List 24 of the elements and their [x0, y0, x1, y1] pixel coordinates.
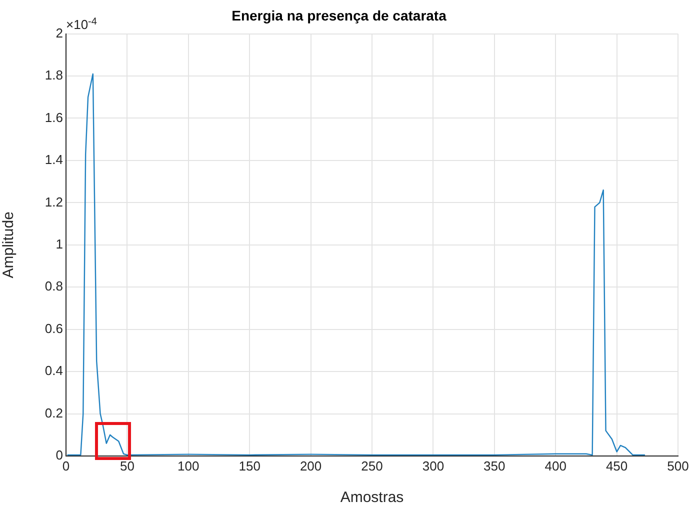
- x-tick-label: 400: [544, 458, 566, 474]
- x-tick-label: 100: [178, 458, 200, 474]
- y-tick-label: 2: [56, 25, 63, 40]
- x-tick-label: 450: [606, 458, 628, 474]
- y-tick-label: 1.4: [44, 152, 63, 168]
- y-tick-label: 0.8: [44, 278, 63, 294]
- chart-title: Energia na presença de catarata: [232, 7, 447, 24]
- y-tick-label: 1.6: [44, 110, 63, 125]
- y-tick-label: 0: [56, 448, 63, 463]
- x-tick-label: 200: [300, 458, 322, 474]
- y-tick-label: 1: [56, 236, 63, 252]
- y-axis-title: Amplitude: [0, 212, 18, 278]
- x-tick-label: 500: [667, 458, 689, 474]
- y-tick-label: 0.6: [44, 320, 63, 336]
- x-tick-label: 150: [238, 458, 260, 474]
- x-tick-label: 50: [120, 458, 134, 474]
- y-tick-label: 0.4: [44, 363, 63, 378]
- y-tick-label: 1.8: [44, 68, 63, 83]
- y-tick-label: 1.2: [44, 194, 63, 210]
- x-tick-label: 250: [361, 458, 383, 474]
- x-axis-title: Amostras: [340, 489, 404, 506]
- x-tick-label: 350: [484, 458, 506, 474]
- y-tick-label: 0.2: [44, 405, 63, 420]
- x-tick-label: 300: [422, 458, 444, 474]
